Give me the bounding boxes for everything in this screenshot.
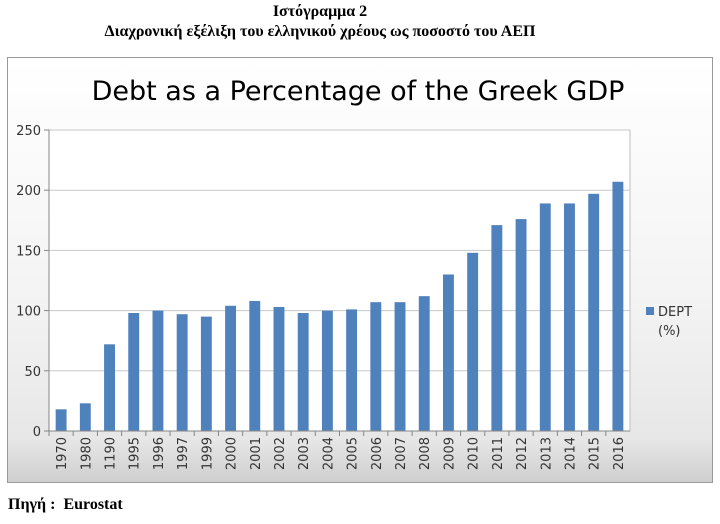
x-tick-label: 1996 — [152, 437, 167, 470]
x-tick-label: 2014 — [563, 437, 578, 470]
bar — [249, 300, 261, 431]
bar — [176, 314, 188, 431]
bar — [346, 309, 358, 431]
x-tick-label: 2012 — [515, 437, 530, 470]
x-tick-label: 1997 — [176, 437, 191, 470]
source-value: Eurostat — [63, 496, 123, 513]
y-tick-label: 50 — [24, 365, 41, 380]
frame-shadow — [8, 440, 712, 482]
document-heading: Ιστόγραμμα 2 Διαχρονική εξέλιξη του ελλη… — [0, 2, 640, 42]
bar — [394, 302, 406, 431]
x-tick-label: 2010 — [467, 437, 482, 470]
y-tick-label: 150 — [16, 244, 41, 259]
x-tick-label: 1980 — [79, 437, 94, 470]
bar — [564, 203, 575, 431]
x-tick-label: 2005 — [346, 437, 361, 470]
legend-label: DEPT — [658, 305, 692, 320]
source-label: Πηγή : — [8, 496, 56, 513]
y-tick-label: 100 — [16, 305, 41, 320]
legend-label: (%) — [658, 324, 681, 339]
bar — [612, 181, 624, 431]
bar — [588, 193, 600, 431]
bar — [104, 344, 115, 431]
bars — [55, 181, 624, 431]
x-tick-label: 2011 — [491, 437, 506, 470]
x-tick-label: 2013 — [539, 437, 554, 470]
bar — [225, 305, 237, 431]
bar — [539, 203, 551, 431]
x-tick-label: 1970 — [55, 437, 70, 470]
y-tick-label: 200 — [16, 184, 41, 199]
bar — [321, 310, 333, 431]
x-tick-label: 2004 — [321, 437, 336, 470]
x-tick-label: 2003 — [297, 437, 312, 470]
x-tick-label: 1190 — [104, 437, 119, 470]
bar — [515, 219, 527, 431]
x-axis: 1970 1980 1190 1995 1996 1997 1999 2000 2001 2002… — [48, 430, 630, 470]
x-tick-label: 2002 — [273, 437, 288, 470]
bar — [467, 252, 479, 431]
chart-title: Debt as a Percentage of the Greek GDP — [92, 76, 625, 107]
figure-number: Ιστόγραμμα 2 — [272, 3, 368, 20]
legend: DEPT (%) — [646, 305, 692, 339]
x-tick-label: 1995 — [128, 437, 143, 470]
y-tick-label: 250 — [16, 124, 41, 139]
x-tick-label: 2001 — [249, 437, 264, 470]
bar — [418, 296, 430, 431]
x-tick-label: 2015 — [588, 437, 603, 470]
x-tick-label: 2009 — [442, 437, 457, 470]
source-line: Πηγή : Eurostat — [8, 496, 123, 514]
bar — [79, 403, 91, 431]
x-tick-label: 2000 — [225, 437, 240, 470]
x-tick-label: 2008 — [418, 437, 433, 470]
x-tick-label: 2007 — [394, 437, 409, 470]
bar — [297, 313, 309, 431]
x-tick-label: 2006 — [370, 437, 385, 470]
y-axis: 0 50 100 150 200 250 — [16, 124, 50, 440]
bar — [128, 313, 140, 431]
figure-caption: Διαχρονική εξέλιξη του ελληνικού χρέους … — [104, 23, 536, 40]
x-tick-label: 2016 — [612, 437, 627, 470]
bar — [370, 302, 382, 431]
bar — [152, 310, 164, 431]
chart: Debt as a Percentage of the Greek GDP 0 5… — [16, 76, 692, 470]
bar — [442, 274, 454, 431]
y-tick-label: 0 — [33, 425, 41, 440]
gridlines — [49, 129, 630, 432]
legend-swatch — [646, 307, 654, 315]
bar — [55, 409, 67, 431]
chart-frame: Debt as a Percentage of the Greek GDP 0 5… — [7, 57, 713, 483]
bar — [491, 225, 503, 431]
bar — [200, 316, 212, 431]
x-tick-label: 1999 — [200, 437, 215, 470]
bar — [273, 306, 285, 431]
plot-area — [48, 129, 631, 432]
plot-background — [48, 129, 631, 432]
